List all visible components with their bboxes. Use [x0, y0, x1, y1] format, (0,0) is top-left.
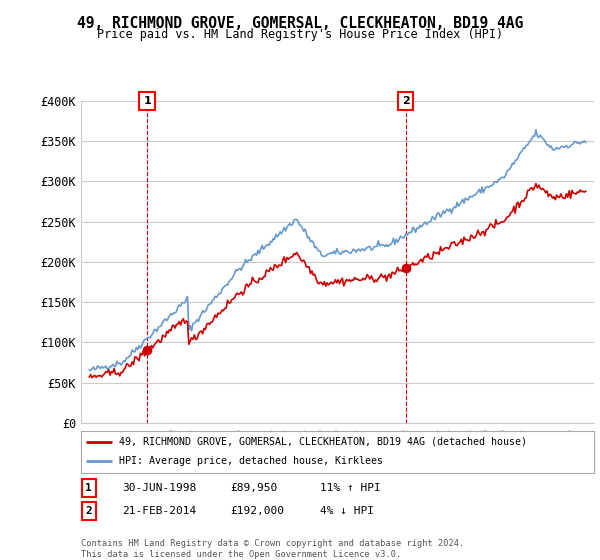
- Text: 2: 2: [402, 96, 410, 106]
- Text: 49, RICHMOND GROVE, GOMERSAL, CLECKHEATON, BD19 4AG (detached house): 49, RICHMOND GROVE, GOMERSAL, CLECKHEATO…: [119, 437, 527, 447]
- Text: £89,950: £89,950: [230, 483, 277, 493]
- Text: 4% ↓ HPI: 4% ↓ HPI: [320, 506, 374, 516]
- Text: 1: 1: [143, 96, 151, 106]
- Text: 30-JUN-1998: 30-JUN-1998: [122, 483, 196, 493]
- Text: Price paid vs. HM Land Registry's House Price Index (HPI): Price paid vs. HM Land Registry's House …: [97, 28, 503, 41]
- Text: 11% ↑ HPI: 11% ↑ HPI: [320, 483, 380, 493]
- Text: HPI: Average price, detached house, Kirklees: HPI: Average price, detached house, Kirk…: [119, 456, 383, 466]
- Text: £192,000: £192,000: [230, 506, 284, 516]
- Text: Contains HM Land Registry data © Crown copyright and database right 2024.
This d: Contains HM Land Registry data © Crown c…: [81, 539, 464, 559]
- Text: 1: 1: [85, 483, 92, 493]
- Text: 21-FEB-2014: 21-FEB-2014: [122, 506, 196, 516]
- Text: 49, RICHMOND GROVE, GOMERSAL, CLECKHEATON, BD19 4AG: 49, RICHMOND GROVE, GOMERSAL, CLECKHEATO…: [77, 16, 523, 31]
- Text: 2: 2: [85, 506, 92, 516]
